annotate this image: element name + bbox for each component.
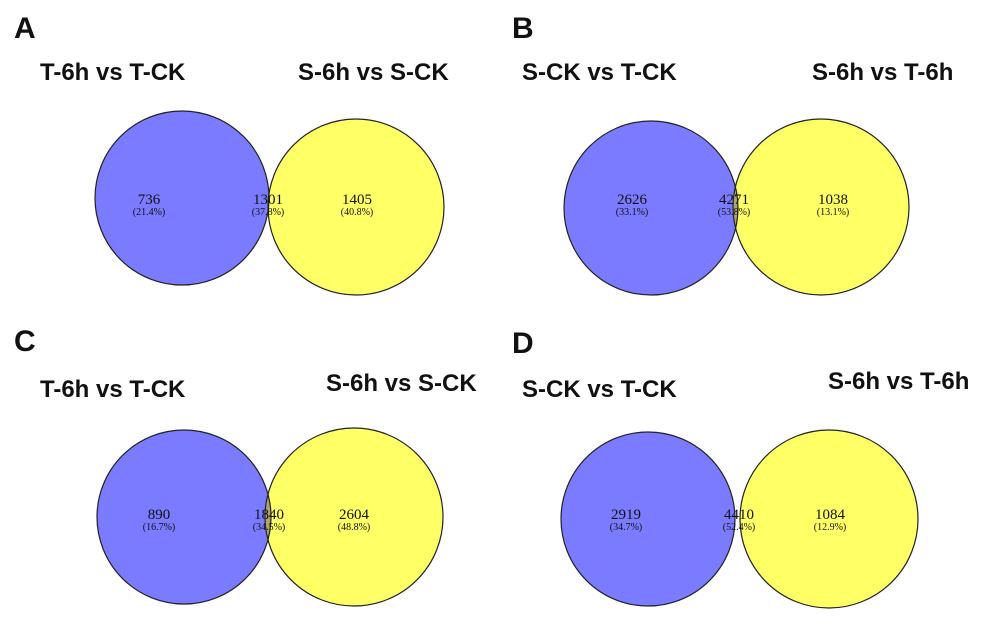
right-count: 2604: [339, 507, 370, 523]
overlap-count: 1840: [254, 507, 284, 523]
set-label-left: T-6h vs T-CK: [40, 376, 186, 403]
left-percent: (16.7%): [143, 522, 176, 533]
venn-circle-right: [265, 428, 443, 606]
set-label-right: S-6h vs S-CK: [326, 370, 477, 397]
venn-diagram-d: D S-CK vs T-CK S-6h vs T-6h 2919 (34.7%)…: [512, 327, 969, 609]
left-count: 890: [148, 507, 171, 523]
venn-diagram-b: B S-CK vs T-CK S-6h vs T-6h 2626 (33.1%)…: [512, 12, 953, 296]
venn-outline-left: [560, 431, 736, 607]
venn-outline-left: [563, 120, 739, 296]
set-label-left: S-CK vs T-CK: [522, 376, 677, 403]
right-percent: (40.8%): [341, 207, 374, 218]
overlap-percent: (37.8%): [252, 207, 285, 218]
venn-circle-right: [268, 119, 444, 295]
venn-circle-left: [97, 430, 271, 604]
left-count: 2919: [611, 507, 641, 523]
set-label-left: S-CK vs T-CK: [522, 59, 677, 86]
panel-letter: A: [14, 12, 36, 45]
venn-circle-left: [561, 432, 735, 606]
right-count: 1405: [342, 192, 372, 208]
left-percent: (34.7%): [610, 522, 643, 533]
venn-panel-b: B S-CK vs T-CK S-6h vs T-6h 2626 (33.1%)…: [502, 0, 1005, 313]
left-count: 736: [138, 192, 161, 208]
venn-panel-d: D S-CK vs T-CK S-6h vs T-6h 2919 (34.7%)…: [502, 313, 1005, 626]
venn-circle-right: [740, 430, 918, 608]
left-percent: (21.4%): [133, 207, 166, 218]
right-percent: (12.9%): [814, 522, 847, 533]
venn-circle-left: [95, 111, 269, 285]
venn-outline-right: [267, 118, 445, 296]
panel-letter: D: [512, 327, 534, 360]
venn-outline-right: [739, 429, 919, 609]
overlap-percent: (52.4%): [723, 522, 756, 533]
right-percent: (48.8%): [338, 522, 371, 533]
panel-letter: B: [512, 12, 534, 45]
venn-outline-right: [732, 118, 910, 296]
overlap-percent: (53.8%): [718, 207, 751, 218]
venn-panel-a: A T-6h vs T-CK S-6h vs S-CK 736 (21.4%) …: [0, 0, 503, 313]
venn-outline-left: [96, 429, 272, 605]
venn-circle-left: [564, 121, 738, 295]
left-count: 2626: [617, 192, 648, 208]
panel-letter: C: [14, 325, 36, 358]
overlap-percent: (34.5%): [253, 522, 286, 533]
overlap-count: 4410: [724, 507, 754, 523]
right-count: 1038: [818, 192, 848, 208]
set-label-left: T-6h vs T-CK: [40, 59, 186, 86]
left-percent: (33.1%): [616, 207, 649, 218]
right-count: 1084: [815, 507, 846, 523]
right-percent: (13.1%): [817, 207, 850, 218]
set-label-right: S-6h vs T-6h: [828, 368, 969, 395]
venn-diagram-a: A T-6h vs T-CK S-6h vs S-CK 736 (21.4%) …: [14, 12, 449, 296]
venn-panel-c: C T-6h vs T-CK S-6h vs S-CK 890 (16.7%) …: [0, 313, 503, 626]
venn-outline-right: [264, 427, 444, 607]
venn-circle-right: [733, 119, 909, 295]
set-label-right: S-6h vs S-CK: [298, 59, 449, 86]
overlap-count: 1301: [253, 192, 283, 208]
set-label-right: S-6h vs T-6h: [812, 59, 953, 86]
overlap-count: 4271: [719, 192, 749, 208]
venn-diagram-c: C T-6h vs T-CK S-6h vs S-CK 890 (16.7%) …: [14, 325, 477, 607]
